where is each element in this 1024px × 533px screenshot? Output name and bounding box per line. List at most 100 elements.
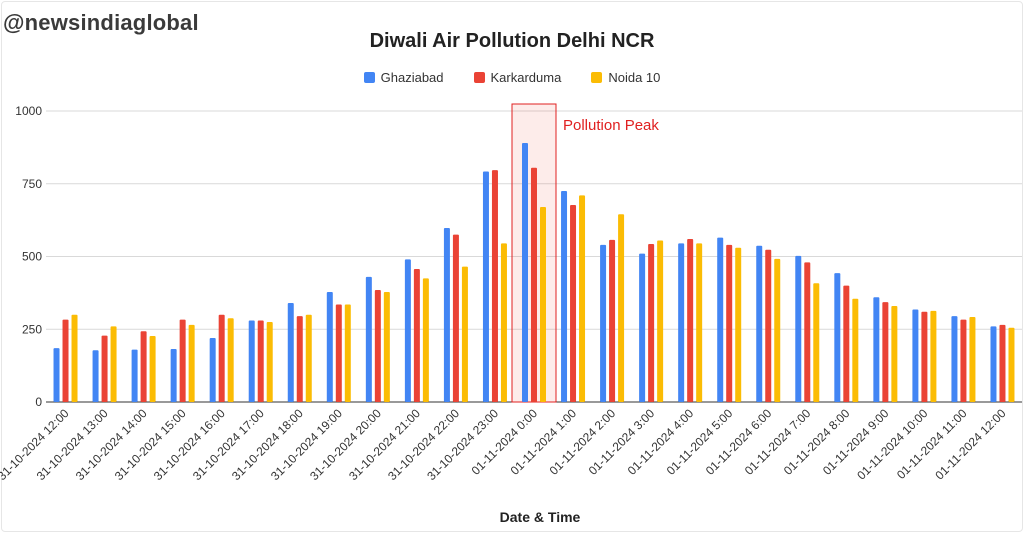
x-tick-label: 01-11-2024 10:00: [854, 406, 930, 482]
legend-item-ghaziabad[interactable]: Ghaziabad: [363, 70, 444, 85]
bar-noida-10: [930, 310, 937, 402]
bar-ghaziabad: [873, 297, 880, 402]
bar-noida-10: [500, 243, 507, 402]
bar-karkarduma: [101, 335, 108, 402]
bar-noida-10: [969, 317, 976, 402]
bar-ghaziabad: [834, 273, 841, 402]
bar-karkarduma: [218, 314, 225, 402]
bar-ghaziabad: [92, 350, 99, 402]
bar-noida-10: [813, 283, 820, 402]
legend-swatch-karkarduma: [473, 72, 485, 83]
legend: Ghaziabad Karkarduma Noida 10: [0, 70, 1024, 85]
x-axis-title: Date & Time: [499, 509, 581, 525]
bar-noida-10: [383, 292, 390, 402]
y-tick-label: 250: [22, 322, 42, 336]
bar-ghaziabad: [248, 320, 255, 402]
bar-ghaziabad: [404, 259, 411, 402]
bar-karkarduma: [413, 269, 420, 402]
x-tick-label: 31-10-2024 16:00: [151, 406, 228, 483]
bar-noida-10: [71, 314, 78, 402]
bar-noida-10: [891, 305, 898, 402]
x-tick-label: 31-10-2024 15:00: [112, 406, 189, 483]
bar-noida-10: [735, 247, 742, 402]
x-tick-label: 31-10-2024 20:00: [307, 406, 384, 483]
bar-ghaziabad: [600, 244, 607, 402]
bar-karkarduma: [335, 304, 342, 402]
y-tick-label: 500: [22, 250, 42, 264]
bar-noida-10: [696, 243, 703, 402]
bar-ghaziabad: [209, 337, 216, 402]
bar-karkarduma: [179, 319, 186, 402]
bar-noida-10: [188, 324, 195, 402]
legend-item-karkarduma[interactable]: Karkarduma: [473, 70, 562, 85]
bar-karkarduma: [765, 249, 772, 402]
legend-label-noida-10: Noida 10: [608, 70, 661, 85]
legend-swatch-noida-10: [591, 72, 603, 83]
legend-swatch-ghaziabad: [363, 72, 375, 83]
bar-karkarduma: [726, 244, 733, 402]
x-tick-label: 31-10-2024 22:00: [385, 406, 462, 483]
bar-karkarduma: [257, 320, 264, 402]
bar-ghaziabad: [443, 227, 450, 402]
bar-ghaziabad: [365, 276, 372, 402]
bar-karkarduma: [531, 167, 537, 402]
bar-ghaziabad: [131, 349, 138, 402]
bar-karkarduma: [609, 239, 616, 402]
bar-karkarduma: [921, 311, 928, 402]
bar-ghaziabad: [717, 237, 724, 402]
x-tick-label: 31-10-2024 14:00: [73, 406, 150, 483]
bar-karkarduma: [648, 243, 655, 402]
bar-ghaziabad: [522, 143, 528, 402]
bar-ghaziabad: [951, 316, 958, 402]
x-tick-label: 01-11-2024 12:00: [932, 406, 1008, 482]
bar-karkarduma: [62, 319, 69, 402]
bar-karkarduma: [491, 170, 498, 402]
bar-noida-10: [110, 326, 117, 402]
y-tick-label: 0: [35, 395, 42, 409]
chart-title: Diwali Air Pollution Delhi NCR: [369, 30, 655, 52]
bar-ghaziabad: [170, 349, 177, 402]
bar-ghaziabad: [639, 253, 646, 402]
bar-noida-10: [774, 258, 781, 402]
bar-ghaziabad: [990, 326, 997, 402]
bar-ghaziabad: [326, 292, 333, 402]
bar-noida-10: [540, 207, 546, 402]
x-tick-label: 31-10-2024 19:00: [268, 406, 345, 483]
bar-noida-10: [149, 335, 156, 402]
bar-karkarduma: [960, 319, 967, 402]
bar-noida-10: [461, 266, 468, 402]
y-tick-label: 750: [22, 177, 42, 191]
bar-karkarduma: [374, 289, 381, 402]
bar-noida-10: [227, 318, 234, 402]
bar-ghaziabad: [482, 171, 489, 402]
bar-karkarduma: [296, 316, 303, 402]
bar-noida-10: [344, 304, 351, 402]
x-tick-label: 31-10-2024 17:00: [190, 406, 267, 483]
legend-item-noida-10[interactable]: Noida 10: [591, 70, 660, 85]
x-tick-label: 31-10-2024 18:00: [229, 406, 306, 483]
bar-noida-10: [266, 321, 273, 402]
bar-karkarduma: [140, 331, 147, 402]
x-tick-label: 31-10-2024 13:00: [34, 406, 111, 483]
bar-karkarduma: [570, 204, 577, 402]
bar-noida-10: [618, 214, 625, 402]
x-tick-label: 01-11-2024 11:00: [894, 406, 970, 482]
bar-noida-10: [579, 195, 586, 402]
bar-karkarduma: [452, 234, 459, 402]
bar-ghaziabad: [561, 191, 568, 402]
bar-karkarduma: [882, 302, 889, 402]
bar-noida-10: [422, 278, 429, 402]
x-tick-label: 31-10-2024 23:00: [424, 406, 501, 483]
bar-ghaziabad: [795, 255, 802, 402]
legend-label-karkarduma: Karkarduma: [490, 70, 562, 85]
bar-karkarduma: [843, 285, 850, 402]
bar-ghaziabad: [53, 348, 60, 402]
bar-ghaziabad: [756, 245, 763, 402]
bar-ghaziabad: [287, 303, 294, 402]
bar-karkarduma: [999, 324, 1006, 402]
y-tick-label: 1000: [15, 104, 42, 118]
bar-karkarduma: [804, 262, 811, 402]
x-tick-label: 31-10-2024 21:00: [346, 406, 423, 483]
